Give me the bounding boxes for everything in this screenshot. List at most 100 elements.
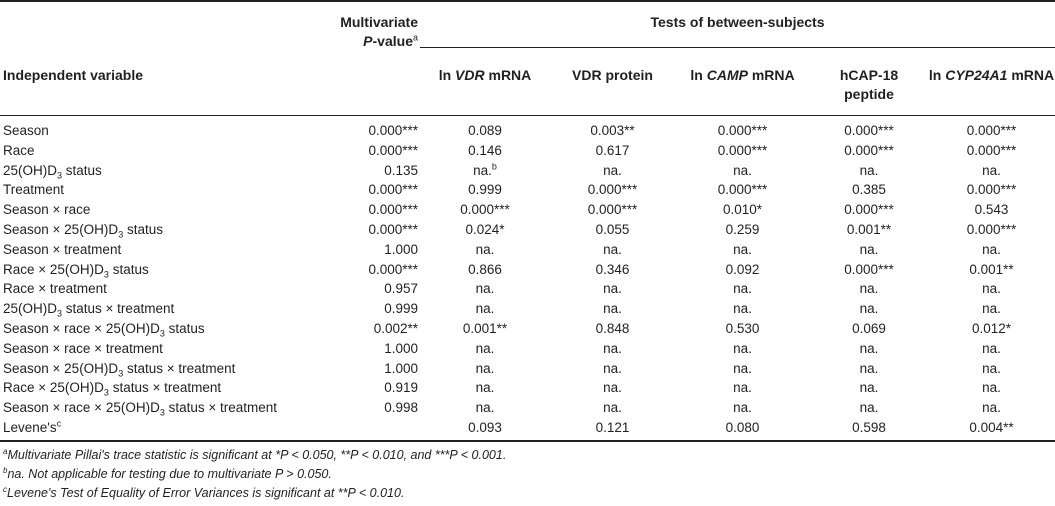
- column-header-pre: ln: [438, 67, 456, 83]
- test-p-value-text: na.: [859, 380, 879, 396]
- variable-name-suffix: status × treatment: [62, 301, 175, 317]
- test-p-value-text: 0.259: [725, 221, 760, 237]
- test-p-value: na.: [928, 339, 1055, 359]
- test-p-value: na.: [810, 161, 928, 181]
- multivariate-p-value: 0.135: [384, 162, 418, 178]
- test-p-value: na.: [420, 359, 550, 379]
- test-p-value: 0.012*: [928, 319, 1055, 339]
- test-p-value: na.: [810, 240, 928, 260]
- test-p-value: na.: [675, 240, 810, 260]
- variable-name: Season: [3, 123, 49, 138]
- test-p-value: 0.346: [550, 260, 675, 280]
- independent-variable: Season × race × treatment: [3, 339, 163, 359]
- multivariate-p-value: 0.000***: [368, 261, 418, 277]
- test-p-value-text: na.: [982, 301, 1001, 317]
- independent-variable: Levene'sc: [3, 418, 61, 438]
- independent-variable: Race × 25(OH)D3 status: [3, 260, 149, 280]
- table-row: Treatment 0.000*** 0.999 0.000*** 0.000*** 0.…: [0, 180, 1055, 200]
- independent-variable-header: Independent variable: [3, 67, 144, 83]
- test-p-value-text: na.: [982, 360, 1001, 376]
- column-header-3: ln CAMP mRNA: [675, 66, 810, 85]
- test-p-value: 0.003**: [550, 121, 675, 141]
- footnote-mark: a: [3, 446, 8, 456]
- test-p-value: 0.848: [550, 319, 675, 339]
- test-p-value-text: na.: [733, 281, 752, 297]
- column-header-post: mRNA: [484, 67, 532, 83]
- test-p-value-text: 0.000***: [717, 182, 768, 198]
- footnote-text: na. Not applicable for testing due to mu…: [7, 467, 332, 481]
- test-p-value: na.: [550, 240, 675, 260]
- variable-name: Season × race: [3, 202, 91, 218]
- test-p-value-text: 0.069: [852, 320, 886, 336]
- variable-name-suffix: status: [123, 221, 163, 237]
- footnote-mark: c: [3, 484, 7, 494]
- column-header-line2: peptide: [844, 86, 894, 102]
- test-p-value: na.: [420, 299, 550, 319]
- column-header-italic: CYP24A1: [945, 67, 1008, 83]
- table-row: Levene'sc 0.093 0.121 0.080 0.598 0.004**: [0, 418, 1055, 438]
- test-p-value: 0.024*: [420, 220, 550, 240]
- variable-name-suffix: status: [108, 261, 149, 277]
- multivariate-p-value: 0.000***: [368, 182, 418, 198]
- test-p-value-text: na.: [982, 380, 1001, 396]
- table-row: Season 0.000*** 0.089 0.003** 0.000*** 0.000*…: [0, 121, 1055, 141]
- multivariate-p-value: 1.000: [384, 340, 418, 356]
- test-p-value: na.: [928, 398, 1055, 418]
- test-p-value: na.: [810, 339, 928, 359]
- variable-name: Race: [3, 142, 35, 158]
- test-p-value-text: na.: [603, 301, 622, 317]
- test-p-value-text: na.: [733, 340, 752, 356]
- test-p-value-text: 0.530: [725, 320, 760, 336]
- independent-variable: Season × race × 25(OH)D3 status: [3, 319, 205, 339]
- variable-name: Race × treatment: [3, 281, 107, 297]
- test-p-value-text: na.: [859, 241, 879, 257]
- test-p-value: 0.069: [810, 319, 928, 339]
- multivariate-p-value: 0.957: [384, 281, 418, 297]
- test-p-value: 0.000***: [675, 180, 810, 200]
- test-p-value: na.: [675, 378, 810, 398]
- independent-variable: Season × race × 25(OH)D3 status × treatm…: [3, 398, 277, 418]
- independent-variable: 25(OH)D3 status: [3, 161, 102, 181]
- test-p-value-text: na.: [473, 162, 492, 178]
- multivariate-p-value: 0.999: [384, 301, 418, 317]
- column-header-4: hCAP-18 peptide: [810, 66, 928, 104]
- test-p-value-text: 0.000***: [966, 221, 1017, 237]
- test-p-value-text: na.: [859, 400, 879, 416]
- variable-subscript: 3: [118, 368, 124, 379]
- independent-variable: Race: [3, 141, 35, 161]
- independent-variable: 25(OH)D3 status × treatment: [3, 299, 174, 319]
- table-row: Season × race × treatment 1.000 na. na. na. n…: [0, 339, 1055, 359]
- independent-variable: Season × treatment: [3, 240, 121, 260]
- test-p-value-text: na.: [603, 360, 622, 376]
- test-p-value: na.: [675, 161, 810, 181]
- table-row: 25(OH)D3 status × treatment 0.999 na. na. na…: [0, 299, 1055, 319]
- test-p-value-text: na.: [859, 360, 879, 376]
- independent-variable: Race × 25(OH)D3 status × treatment: [3, 378, 221, 398]
- test-p-value-text: na.: [475, 301, 495, 317]
- test-p-value-text: na.: [603, 241, 622, 257]
- test-p-value: 0.598: [810, 418, 928, 438]
- bottom-rule: [0, 440, 1055, 442]
- variable-subscript: 3: [57, 170, 63, 181]
- table-row: Season × 25(OH)D3 status × treatment 1.00…: [0, 359, 1055, 379]
- test-p-value: 0.000***: [550, 200, 675, 220]
- test-p-value: na.: [550, 299, 675, 319]
- test-p-value: 0.259: [675, 220, 810, 240]
- variable-subscript: 3: [103, 269, 109, 280]
- column-header-italic: VDR: [455, 67, 485, 83]
- test-p-value-text: 0.000***: [460, 202, 510, 218]
- test-p-value: 0.000***: [420, 200, 550, 220]
- test-p-value: na.: [550, 398, 675, 418]
- test-p-value: na.: [928, 299, 1055, 319]
- test-p-value-text: 0.089: [468, 123, 502, 138]
- test-p-value-text: na.: [733, 360, 752, 376]
- test-p-value-text: 0.848: [595, 320, 630, 336]
- test-p-value-text: na.: [603, 281, 622, 297]
- test-p-value: na.: [550, 161, 675, 181]
- table-row: Season × race 0.000*** 0.000*** 0.000*** 0.0…: [0, 200, 1055, 220]
- test-p-value: 0.999: [420, 180, 550, 200]
- test-p-value-text: na.: [982, 400, 1001, 416]
- test-p-value: 0.001**: [928, 260, 1055, 280]
- multivariate-p-value: 0.002**: [373, 320, 418, 336]
- test-p-value: 0.000***: [928, 220, 1055, 240]
